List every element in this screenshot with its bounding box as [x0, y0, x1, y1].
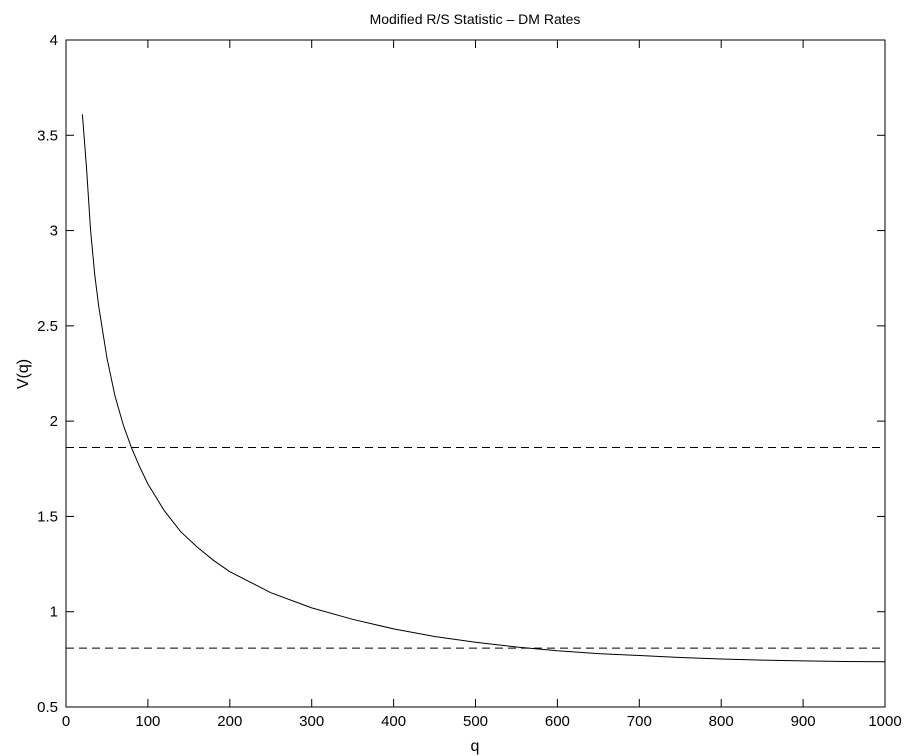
y-tick-label: 2: [50, 413, 58, 430]
x-tick-label: 400: [381, 713, 406, 730]
x-tick-label: 200: [217, 713, 242, 730]
chart-title: Modified R/S Statistic – DM Rates: [370, 11, 581, 27]
series-line: [81, 114, 886, 663]
x-tick-label: 800: [709, 713, 734, 730]
x-tick-label: 0: [62, 713, 70, 730]
x-tick-label: 1000: [868, 713, 901, 730]
x-tick-label: 100: [135, 713, 160, 730]
x-tick-label: 300: [299, 713, 324, 730]
y-tick-label: 4: [50, 32, 58, 49]
y-tick-label: 0.5: [37, 699, 58, 716]
x-axis-label: q: [471, 738, 480, 755]
y-tick-labels: 0.5 1 1.5 2 2.5 3 3.5 4: [37, 32, 58, 716]
x-tick-label: 900: [791, 713, 816, 730]
y-tick-label: 3.5: [37, 127, 58, 144]
x-tick-label: 700: [627, 713, 652, 730]
y-axis-label: V(q): [15, 359, 32, 389]
x-tick-label: 500: [463, 713, 488, 730]
reference-lines: [66, 446, 885, 649]
y-tick-label: 1.5: [37, 508, 58, 525]
x-tick-label: 600: [545, 713, 570, 730]
series-layer: [81, 114, 886, 663]
plot-area: [65, 39, 886, 708]
axes-frame: [65, 39, 886, 708]
x-tick-labels: 0 100 200 300 400 500 600 700 800 900 1000: [62, 713, 902, 730]
y-tick-label: 1: [50, 604, 58, 621]
ticks: [65, 39, 886, 708]
y-tick-label: 2.5: [37, 318, 58, 335]
y-tick-label: 3: [50, 223, 58, 240]
